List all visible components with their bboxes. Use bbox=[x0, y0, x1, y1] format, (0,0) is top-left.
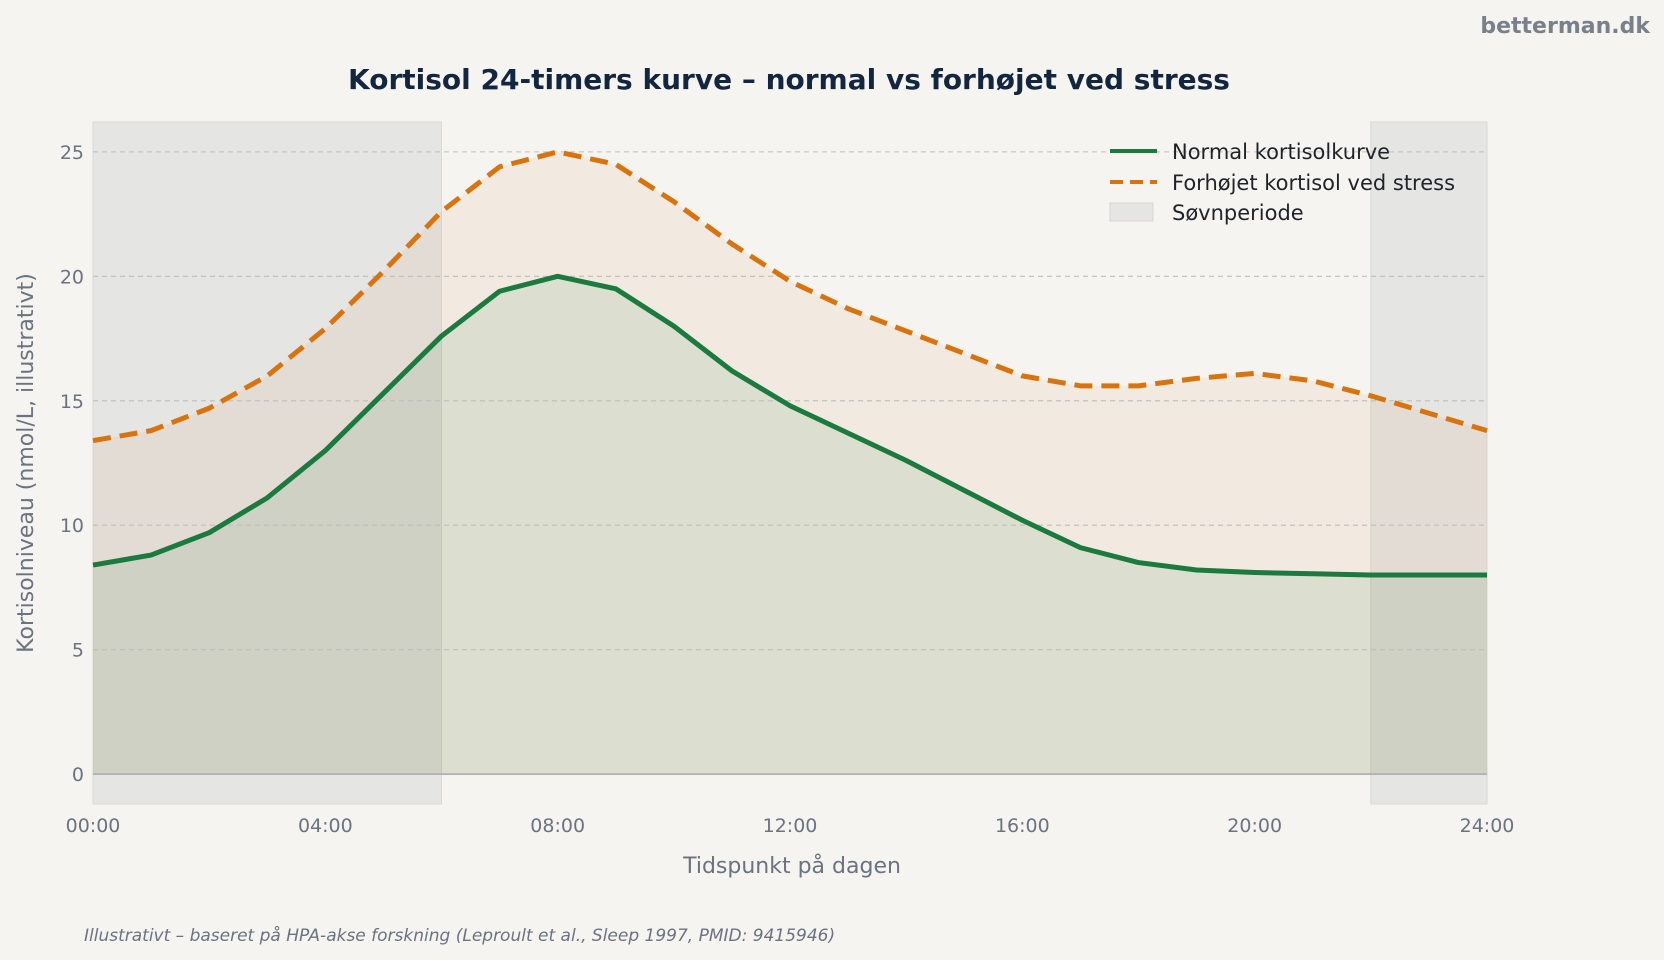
y-tick-label: 0 bbox=[72, 764, 84, 786]
x-tick-label: 08:00 bbox=[530, 815, 585, 837]
x-tick-label: 16:00 bbox=[995, 815, 1050, 837]
chart-title: Kortisol 24-timers kurve – normal vs for… bbox=[348, 63, 1230, 96]
brand-label: betterman.dk bbox=[1480, 14, 1651, 39]
y-tick-label: 20 bbox=[60, 266, 84, 288]
legend-label-stress: Forhøjet kortisol ved stress bbox=[1172, 171, 1455, 195]
source-note: Illustrativt – baseret på HPA-akse forsk… bbox=[84, 925, 835, 946]
x-tick-label: 04:00 bbox=[298, 815, 353, 837]
x-tick-label: 12:00 bbox=[763, 815, 818, 837]
y-axis-label: Kortisolniveau (nmol/L, illustrativt) bbox=[14, 273, 39, 653]
legend-label-sleep: Søvnperiode bbox=[1172, 201, 1304, 225]
legend-swatch-sleep bbox=[1109, 202, 1154, 222]
y-tick-label: 10 bbox=[60, 515, 84, 537]
sleep-period-band-1 bbox=[1370, 121, 1488, 805]
x-tick-label: 24:00 bbox=[1460, 815, 1515, 837]
sleep-period-layer bbox=[92, 121, 1488, 805]
tick-label-layer: 0 5 10 15 20 25 00:00 04:00 08:00 12:00 16:00 20:00… bbox=[60, 142, 1515, 837]
x-tick-label: 20:00 bbox=[1227, 815, 1282, 837]
legend-label-normal: Normal kortisolkurve bbox=[1172, 140, 1390, 164]
y-tick-label: 25 bbox=[60, 142, 84, 164]
series-line-normal bbox=[92, 273, 1487, 578]
x-axis-label: Tidspunkt på dagen bbox=[682, 853, 901, 879]
sleep-period-band-0 bbox=[92, 121, 442, 805]
grid-layer bbox=[93, 151, 1487, 775]
area-fill-stress bbox=[93, 151, 1487, 775]
x-tick-label: 00:00 bbox=[66, 815, 121, 837]
legend: Normal kortisolkurve Forhøjet kortisol v… bbox=[1109, 140, 1455, 225]
y-tick-label: 15 bbox=[60, 391, 84, 413]
series-line-layer bbox=[92, 149, 1488, 578]
y-tick-label: 5 bbox=[72, 640, 84, 662]
